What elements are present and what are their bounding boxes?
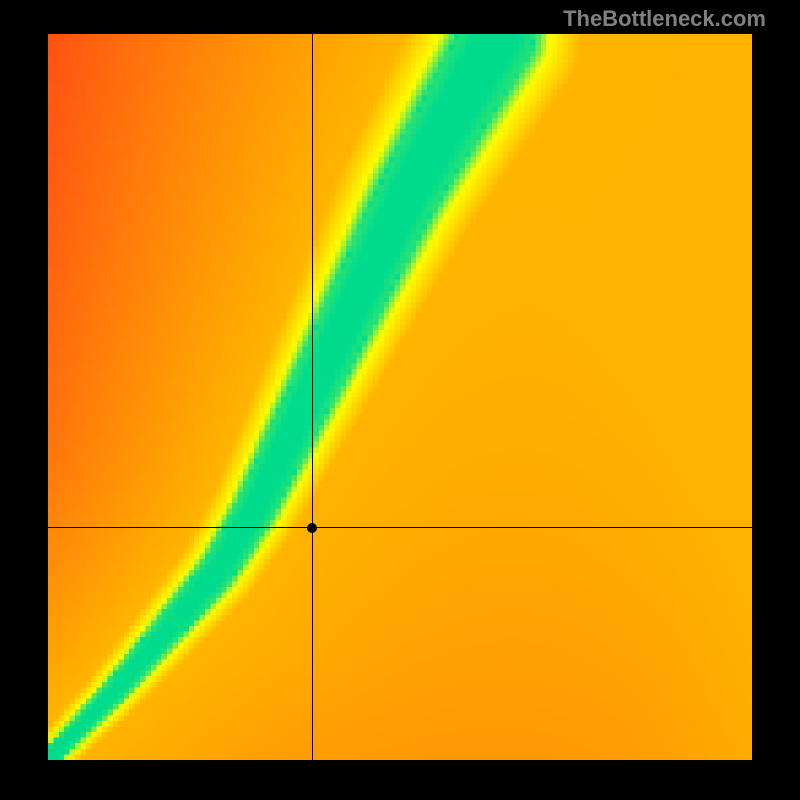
watermark-text: TheBottleneck.com [563,6,766,32]
crosshair-horizontal [48,527,752,528]
heatmap-canvas [48,34,752,760]
crosshair-vertical [312,34,313,760]
crosshair-marker-dot [307,523,317,533]
heatmap-plot-area [48,34,752,760]
